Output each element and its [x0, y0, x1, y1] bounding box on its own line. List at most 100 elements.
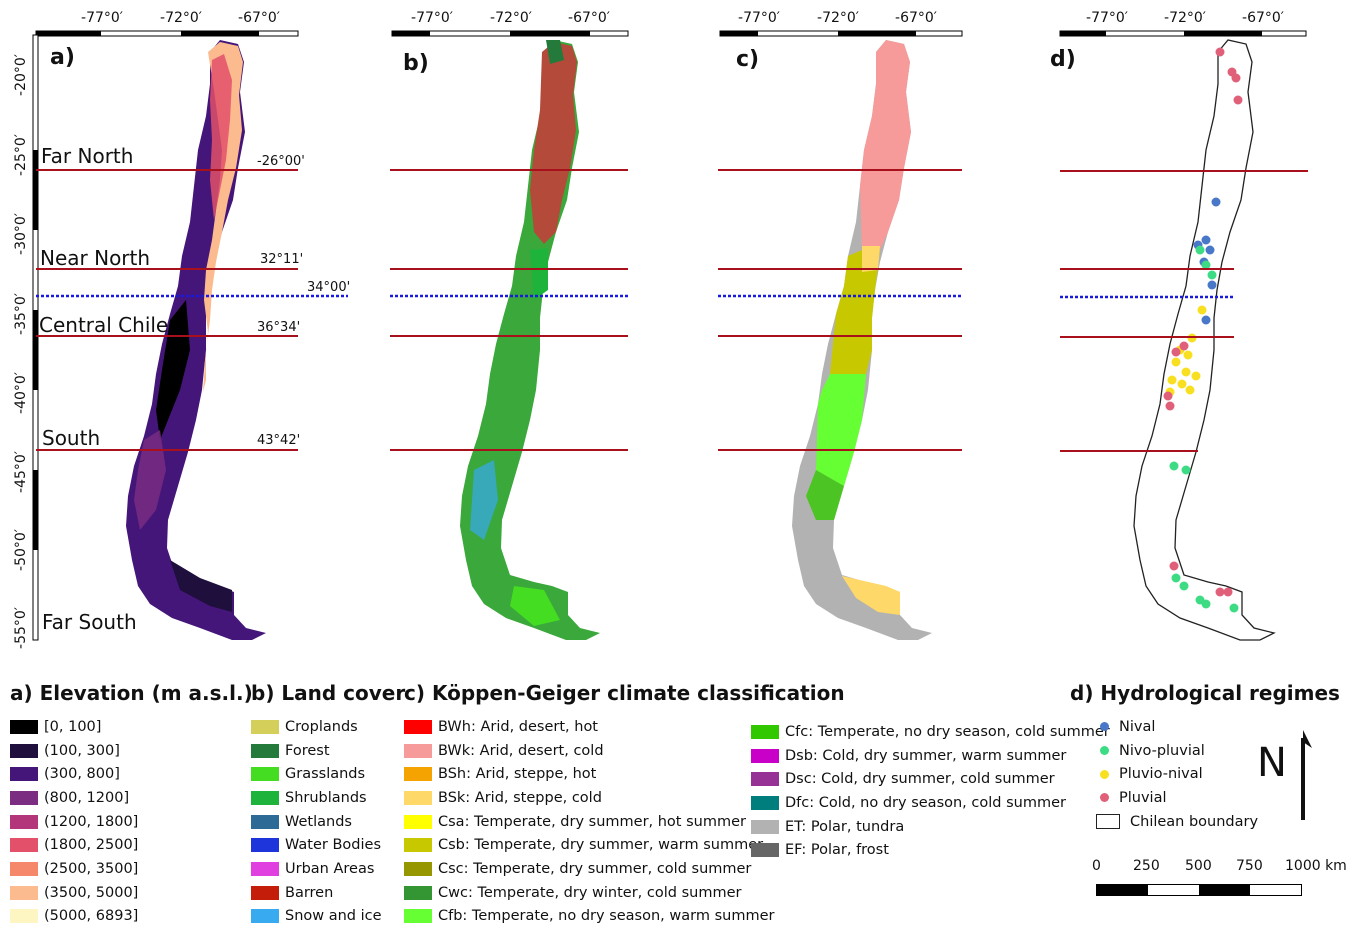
legend-label: Forest	[285, 742, 330, 759]
legend-item: ET: Polar, tundra	[751, 815, 1110, 839]
legend-swatch	[251, 861, 279, 876]
boundary-label: 36°34'	[257, 320, 300, 335]
legend-item: Dsc: Cold, dry summer, cold summer	[751, 767, 1110, 791]
legend-swatch	[10, 838, 38, 853]
legend-label: ET: Polar, tundra	[785, 818, 905, 835]
legend-label: [0, 100]	[44, 718, 102, 735]
lon-label: -77°0′	[738, 10, 780, 26]
legend-item: Cwc: Temperate, dry winter, cold summer	[404, 881, 845, 905]
lon-label: -72°0′	[817, 10, 859, 26]
legend-item: (100, 300]	[10, 739, 253, 763]
legend-item: BWh: Arid, desert, hot	[404, 715, 845, 739]
station-dot	[1191, 371, 1201, 381]
scale-label: 0	[1092, 858, 1101, 874]
zone-label: Near North	[40, 246, 150, 270]
station-dot	[1183, 350, 1193, 360]
legend-item: Cfb: Temperate, no dry season, warm summ…	[404, 905, 845, 929]
legend-swatch	[404, 767, 432, 782]
legend-item: Nivo-pluvial	[1096, 739, 1340, 763]
north-arrow: N	[1257, 730, 1312, 820]
legend-label: (1200, 1800]	[44, 813, 139, 830]
lon-label: -72°0′	[1164, 10, 1206, 26]
panel-letter-b: b)	[403, 51, 429, 76]
station-dot	[1177, 379, 1187, 389]
legend-item: Croplands	[251, 715, 405, 739]
station-dot	[1181, 465, 1191, 475]
legend-swatch	[751, 772, 779, 787]
lat-label: -30°0′	[13, 213, 29, 255]
legend-swatch	[404, 838, 432, 853]
legend-label: (800, 1200]	[44, 789, 130, 806]
legend-item: (800, 1200]	[10, 786, 253, 810]
legend-swatch	[404, 885, 432, 900]
legend-swatch	[404, 790, 432, 805]
legend-label: Csb: Temperate, dry summer, warm summer	[438, 837, 764, 854]
lat-label: -20°0′	[13, 54, 29, 96]
legend-label: Snow and ice	[285, 908, 382, 925]
station-dot	[1169, 561, 1179, 571]
legend-item: Water Bodies	[251, 833, 405, 857]
legend-item: (3500, 5000]	[10, 881, 253, 905]
legend-label: EF: Polar, frost	[785, 842, 889, 859]
legend-label: Chilean boundary	[1130, 813, 1259, 830]
station-dot	[1169, 461, 1179, 471]
legend-swatch	[751, 843, 779, 858]
legend-item: BWk: Arid, desert, cold	[404, 739, 845, 763]
legend-label: (3500, 5000]	[44, 884, 139, 901]
legend-swatch	[10, 767, 38, 782]
legend-label: (5000, 6893]	[44, 908, 139, 925]
station-dot	[1229, 603, 1239, 613]
legend-swatch	[10, 861, 38, 876]
station-dot	[1223, 587, 1233, 597]
lon-label: -67°0′	[895, 10, 937, 26]
scale-label: 750	[1236, 858, 1263, 874]
legend-item: EF: Polar, frost	[751, 838, 1110, 862]
legend-koppen-col2: Cfc: Temperate, no dry season, cold summ…	[751, 720, 1110, 862]
panel-a-elevation	[32, 30, 299, 641]
lon-label: -72°0′	[490, 10, 532, 26]
legend-title: c) Köppen-Geiger climate classification	[404, 681, 845, 705]
legend-swatch	[404, 743, 432, 758]
dotted-lines	[36, 294, 1234, 299]
legend-label: Urban Areas	[285, 860, 375, 877]
legend-label: Dfc: Cold, no dry season, cold summer	[785, 794, 1066, 811]
station-dot	[1231, 73, 1241, 83]
legend-label: BSk: Arid, steppe, cold	[438, 789, 602, 806]
scale-bar: 0 250 500 750 1000 km	[1088, 858, 1348, 900]
zone-label: Far North	[41, 144, 133, 168]
panel-letter-d: d)	[1050, 47, 1076, 72]
legend-swatch	[751, 724, 779, 739]
boundary-label: 32°11'	[260, 252, 303, 267]
legend-label: Water Bodies	[285, 837, 381, 854]
legend-swatch	[404, 909, 432, 924]
legend-label: Cfc: Temperate, no dry season, cold summ…	[785, 723, 1110, 740]
legend-item: Wetlands	[251, 810, 405, 834]
lon-label: -67°0′	[568, 10, 610, 26]
legend-swatch	[404, 814, 432, 829]
panel-letter-a: a)	[50, 45, 75, 70]
legend-item: Pluvio-nival	[1096, 762, 1340, 786]
panel-letter-c: c)	[736, 47, 759, 72]
legend-swatch	[251, 767, 279, 782]
legend-label: Dsb: Cold, dry summer, warm summer	[785, 747, 1067, 764]
legend-label: Csa: Temperate, dry summer, hot summer	[438, 813, 746, 830]
station-dot	[1165, 401, 1175, 411]
legend-label: Wetlands	[285, 813, 352, 830]
legend-swatch	[751, 795, 779, 810]
station-dot	[1195, 245, 1205, 255]
station-dot	[1171, 573, 1181, 583]
lat-label: -40°0′	[13, 372, 29, 414]
legend-swatch	[404, 719, 432, 734]
station-dot	[1205, 245, 1215, 255]
legend-hydro: d) Hydrological regimes Nival Nivo-pluvia…	[1070, 681, 1340, 833]
station-dot	[1207, 270, 1217, 280]
legend-swatch	[251, 909, 279, 924]
legend-label: Cfb: Temperate, no dry season, warm summ…	[438, 908, 775, 925]
legend-item: Dfc: Cold, no dry season, cold summer	[751, 791, 1110, 815]
station-dot	[1233, 95, 1243, 105]
legend-landcover: b) Land cover Croplands Forest Grasslands S…	[251, 681, 405, 928]
lat-label: -35°0′	[13, 293, 29, 335]
legend-label: Cwc: Temperate, dry winter, cold summer	[438, 884, 742, 901]
zone-label: Far South	[42, 610, 137, 634]
lat-label: -55°0′	[13, 607, 29, 649]
